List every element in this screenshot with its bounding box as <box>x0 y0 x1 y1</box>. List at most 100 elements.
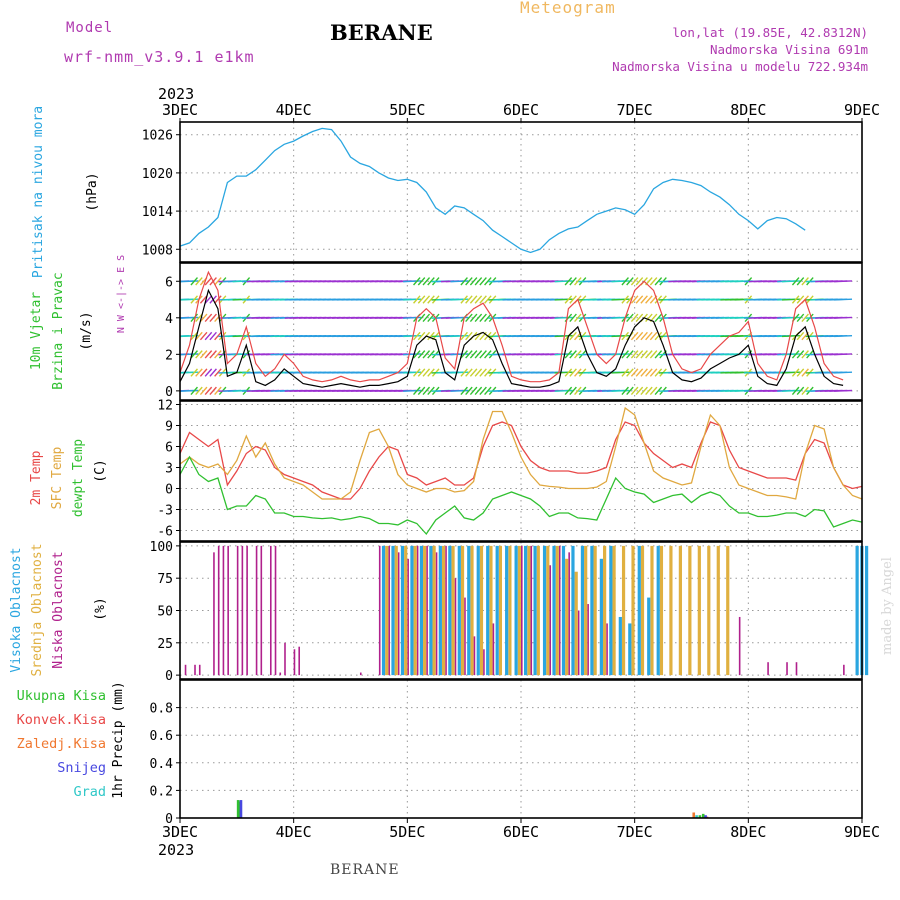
wind-arrow <box>460 277 468 286</box>
wind-arrow <box>427 368 435 377</box>
wind-arrow <box>621 295 629 304</box>
wind-arrow <box>626 313 634 322</box>
wind-arrow <box>403 316 422 319</box>
precip-ylabel: 1hr Precip (mm) <box>111 681 126 798</box>
wind-arrow <box>199 295 208 304</box>
wind-arrow <box>564 295 573 304</box>
wind-arrow <box>417 350 426 359</box>
wind-arrow <box>834 335 853 338</box>
wind-arrow <box>781 316 800 319</box>
panel-frame-temperature <box>179 400 863 542</box>
wind-arrow <box>204 386 213 396</box>
wind-arrow <box>796 277 805 286</box>
wind-arrow <box>199 350 208 359</box>
wind-arrow <box>781 389 800 392</box>
cloud-bar <box>688 545 692 676</box>
wind-arrow <box>214 386 222 396</box>
wind-arrow <box>630 368 639 377</box>
y-tick-label: 9 <box>165 420 173 435</box>
y-tick-label: 1026 <box>142 129 173 144</box>
wind-arrow <box>190 368 198 377</box>
cloud-bar <box>628 623 632 676</box>
wind-arrow <box>460 295 468 304</box>
y-tick-label: 0 <box>165 812 173 827</box>
cloud-bar <box>552 545 556 676</box>
wind-arrow <box>422 350 431 359</box>
wind-arrow <box>791 350 800 359</box>
x-tick-label-bottom: 9DEC <box>844 823 880 841</box>
wind-arrow <box>569 277 577 286</box>
series-line-wind <box>179 270 844 383</box>
meteogram-title: Meteogram <box>520 0 616 17</box>
wind-arrow <box>635 313 644 322</box>
cloud-bar <box>678 545 682 676</box>
wind-arrow <box>403 371 422 374</box>
wind-arrow <box>621 386 629 396</box>
y-tick-label: 0.8 <box>150 702 173 717</box>
cloud-bar <box>505 545 509 676</box>
wind-arrow <box>195 368 203 377</box>
wind-arrow <box>791 295 800 304</box>
wind-arrow <box>621 368 629 377</box>
elevation-label: Nadmorska Visina 691m <box>709 42 868 57</box>
wind-arrow <box>180 335 199 338</box>
wind-arrow <box>654 368 663 377</box>
temp-ylabel-1: SFC Temp <box>50 447 65 510</box>
cloud-bar <box>599 558 603 676</box>
wind-arrow <box>645 331 653 341</box>
y-tick-label: 1020 <box>142 167 173 182</box>
wind-arrow <box>630 331 639 341</box>
model-label: Model <box>66 20 114 36</box>
wind-arrow <box>569 350 577 359</box>
wind-arrow <box>554 371 573 374</box>
cloud-bar <box>298 646 301 676</box>
wind-arrow <box>474 295 483 304</box>
model-name: wrf-nmm_v3.9.1 e1km <box>64 48 255 66</box>
cloud-bar <box>593 545 597 676</box>
wind-arrow <box>204 277 213 286</box>
cloud-bar <box>435 552 438 676</box>
wind-arrow <box>465 386 473 396</box>
cloud-bar <box>473 636 476 676</box>
cloud-bar <box>580 545 585 676</box>
cloud-bar <box>716 545 720 676</box>
wind-arrow <box>801 313 809 322</box>
wind-arrow <box>450 389 469 392</box>
wind-arrow <box>413 331 421 341</box>
cloud-bar <box>587 604 589 676</box>
x-tick-label-top: 8DEC <box>730 101 766 119</box>
wind-arrow <box>214 331 222 341</box>
cloud-bar <box>394 545 398 676</box>
wind-arrow <box>649 368 658 377</box>
wind-arrow <box>574 386 582 396</box>
cloud-bar <box>631 545 635 676</box>
wind-arrow <box>204 295 213 304</box>
y-tick-label: 0.6 <box>150 729 173 744</box>
x-tick-label-top: 3DEC <box>162 101 198 119</box>
x-tick-label-top: 4DEC <box>276 101 312 119</box>
wind-arrow <box>195 331 203 341</box>
cloud-bar <box>865 545 869 676</box>
year-label-top: 2023 <box>158 85 194 103</box>
wind-arrow <box>630 386 639 396</box>
y-tick-label: -3 <box>157 504 173 519</box>
wind-arrow <box>474 386 483 396</box>
wind-arrow <box>190 331 198 341</box>
cloud-bar <box>454 578 457 676</box>
wind-arrow <box>199 368 208 377</box>
panel-frame-pressure <box>179 121 863 263</box>
y-tick-label: 1014 <box>142 205 173 220</box>
wind-arrow <box>630 350 639 359</box>
wind-arrow <box>195 277 203 286</box>
cloud-bar <box>407 558 409 676</box>
wind-arrow <box>204 313 213 322</box>
wind-arrow <box>479 386 487 396</box>
wind-arrow <box>645 350 653 359</box>
wind-arrow <box>626 386 634 396</box>
cloud-bar <box>448 545 452 676</box>
cloud-bar <box>514 545 518 676</box>
cloud-bar <box>246 545 248 676</box>
x-tick-label-top: 5DEC <box>389 101 425 119</box>
cloud-bar <box>236 545 239 676</box>
panel-frame-clouds <box>179 541 863 680</box>
